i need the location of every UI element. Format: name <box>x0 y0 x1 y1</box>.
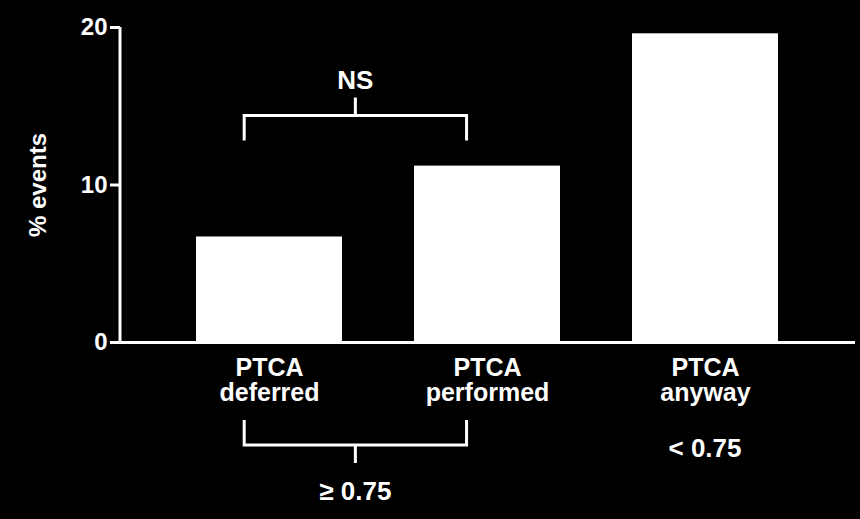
svg-text:10: 10 <box>81 171 108 198</box>
svg-text:0: 0 <box>94 328 107 355</box>
svg-text:< 0.75: < 0.75 <box>668 433 741 463</box>
svg-text:20: 20 <box>81 13 108 40</box>
svg-text:% events: % events <box>24 133 51 237</box>
svg-text:PTCAdeferred: PTCAdeferred <box>219 353 319 406</box>
svg-text:PTCAperformed: PTCAperformed <box>426 353 550 406</box>
svg-text:≥ 0.75: ≥ 0.75 <box>319 476 391 506</box>
svg-text:NS: NS <box>337 65 373 95</box>
svg-text:PTCAanyway: PTCAanyway <box>660 353 750 406</box>
